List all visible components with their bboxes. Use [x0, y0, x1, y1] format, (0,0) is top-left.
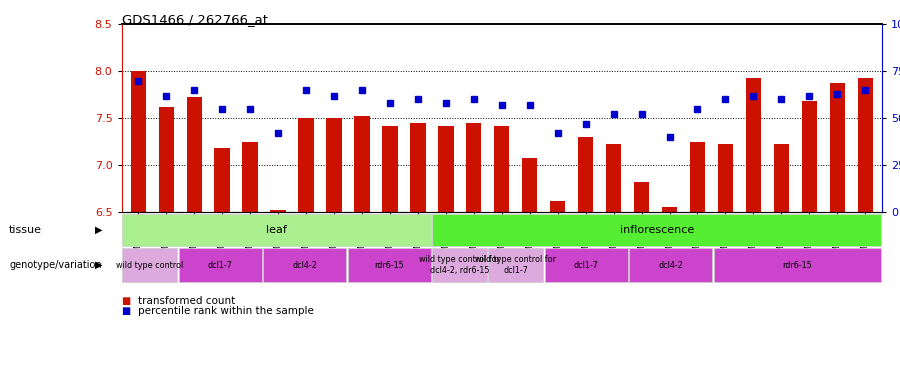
Bar — [662, 207, 677, 212]
Text: ■: ■ — [122, 306, 130, 316]
Bar — [606, 144, 621, 212]
Bar — [432, 248, 487, 282]
Text: ■: ■ — [122, 296, 130, 306]
Bar — [522, 158, 537, 212]
Text: percentile rank within the sample: percentile rank within the sample — [138, 306, 313, 316]
Bar — [466, 123, 482, 212]
Bar — [830, 82, 845, 212]
Text: rdr6-15: rdr6-15 — [374, 261, 404, 270]
Bar — [629, 248, 712, 282]
Bar — [689, 142, 706, 212]
Bar — [802, 101, 817, 212]
Bar — [214, 148, 230, 212]
Text: ▶: ▶ — [94, 260, 102, 270]
Bar — [550, 201, 565, 212]
Bar — [158, 107, 174, 212]
Bar — [858, 78, 873, 212]
Text: inflorescence: inflorescence — [619, 225, 694, 235]
Text: wild type control for
dcl4-2, rdr6-15: wild type control for dcl4-2, rdr6-15 — [419, 255, 500, 275]
Bar — [494, 126, 509, 212]
Bar — [270, 210, 286, 212]
Bar — [242, 142, 257, 212]
Bar — [714, 248, 881, 282]
Bar — [438, 126, 454, 212]
Bar — [634, 182, 649, 212]
Bar — [298, 118, 314, 212]
Bar — [774, 144, 789, 212]
Bar — [355, 116, 370, 212]
Bar — [746, 78, 761, 212]
Bar — [263, 248, 347, 282]
Bar — [544, 248, 627, 282]
Text: wild type control: wild type control — [116, 261, 184, 270]
Bar — [186, 96, 202, 212]
Bar — [130, 71, 146, 212]
Text: leaf: leaf — [266, 225, 287, 235]
Text: tissue: tissue — [9, 225, 42, 235]
Text: ▶: ▶ — [94, 225, 102, 235]
Text: dcl1-7: dcl1-7 — [208, 261, 232, 270]
Bar — [410, 123, 426, 212]
Bar — [327, 118, 342, 212]
Bar — [717, 144, 734, 212]
Text: dcl4-2: dcl4-2 — [292, 261, 317, 270]
Bar — [578, 137, 593, 212]
Bar — [122, 248, 177, 282]
Bar — [122, 214, 430, 246]
Text: dcl4-2: dcl4-2 — [658, 261, 683, 270]
Text: genotype/variation: genotype/variation — [9, 260, 102, 270]
Bar — [347, 248, 430, 282]
Bar — [178, 248, 262, 282]
Text: wild type control for
dcl1-7: wild type control for dcl1-7 — [475, 255, 556, 275]
Text: GDS1466 / 262766_at: GDS1466 / 262766_at — [122, 13, 267, 26]
Bar — [489, 248, 544, 282]
Text: transformed count: transformed count — [138, 296, 235, 306]
Bar — [382, 126, 398, 212]
Bar — [432, 214, 881, 246]
Text: dcl1-7: dcl1-7 — [574, 261, 599, 270]
Text: rdr6-15: rdr6-15 — [783, 261, 813, 270]
